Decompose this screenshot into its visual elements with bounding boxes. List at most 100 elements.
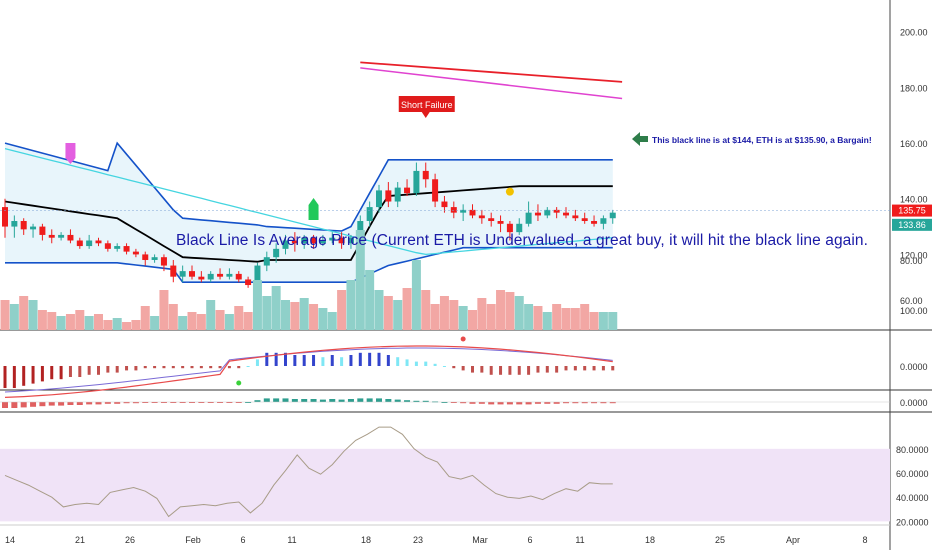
osc-bar xyxy=(2,402,8,408)
volume-bar xyxy=(196,314,206,330)
candle-body xyxy=(123,246,130,252)
osc-bar xyxy=(179,402,186,403)
red-trend-line xyxy=(360,61,623,83)
sell-signal-marker xyxy=(65,143,76,164)
macd-hist-bar xyxy=(302,355,306,366)
volume-bar xyxy=(608,312,618,330)
macd-hist-bar xyxy=(237,366,241,369)
osc-bar xyxy=(544,402,551,404)
time-tick-label: Apr xyxy=(786,535,800,545)
volume-bar xyxy=(168,304,178,330)
candle-body xyxy=(319,240,326,244)
macd-hist-bar xyxy=(255,359,259,366)
macd-hist-bar xyxy=(527,366,531,375)
osc-bar xyxy=(86,402,93,405)
volume-bar xyxy=(262,296,272,330)
volume-bar xyxy=(309,304,319,330)
volume-bar xyxy=(486,304,496,330)
volume-bar xyxy=(542,312,552,330)
macd-hist-bar xyxy=(564,366,568,371)
candle-body xyxy=(460,209,467,213)
candle-body xyxy=(30,226,37,230)
candle-body xyxy=(376,190,382,208)
osc-bar xyxy=(254,400,261,402)
candle-body xyxy=(338,237,345,244)
volume-bar xyxy=(56,316,66,330)
cyan-ma-line xyxy=(4,147,613,256)
candle-body xyxy=(235,273,242,280)
candle-body xyxy=(385,190,392,202)
macd-hist-bar xyxy=(31,366,35,384)
macd-hist-bar xyxy=(358,352,362,366)
macd-hist-bar xyxy=(125,366,129,371)
candle-body xyxy=(441,201,448,208)
osc-bar xyxy=(563,402,569,404)
macd-hist-bar xyxy=(293,355,297,366)
time-tick-label: 8 xyxy=(862,535,867,545)
macd-hist-bar xyxy=(471,366,474,373)
candle-body xyxy=(497,221,504,224)
candle-body xyxy=(563,212,569,216)
time-tick-label: 23 xyxy=(413,535,423,545)
volume-bar xyxy=(533,306,543,330)
candle-body xyxy=(76,240,83,247)
volume-bar xyxy=(402,288,412,330)
macd-hist-bar xyxy=(97,366,100,375)
osc-bar xyxy=(132,402,139,404)
macd-layer xyxy=(3,336,615,398)
osc-bar xyxy=(422,400,429,402)
candle-body xyxy=(217,273,224,277)
osc-bar xyxy=(506,402,513,405)
volume-bar xyxy=(252,280,262,330)
volume-bar xyxy=(393,300,403,330)
osc-bar xyxy=(525,402,532,405)
upper-band-line xyxy=(4,141,613,232)
macd-hist-bar xyxy=(59,366,63,380)
osc-bar xyxy=(67,402,74,405)
candle-body xyxy=(394,187,401,202)
osc-bar xyxy=(273,398,280,402)
candle-body xyxy=(506,223,513,233)
macd-hist-bar xyxy=(143,366,147,369)
candle-body xyxy=(347,237,354,244)
candle-body xyxy=(422,170,429,180)
volume-bar xyxy=(75,310,85,330)
macd-hist-bar xyxy=(583,366,587,371)
macd-hist-bar xyxy=(368,352,372,366)
macd-hist-bar xyxy=(50,366,54,380)
macd-hist-bar xyxy=(40,366,44,382)
macd-hist-bar xyxy=(106,366,110,373)
macd-signal-line xyxy=(4,347,613,393)
macd-hist-bar xyxy=(433,363,437,366)
volume-bar xyxy=(150,316,160,330)
volume-bar xyxy=(281,300,290,330)
candle-body xyxy=(469,209,476,216)
macd-hist-bar xyxy=(536,366,540,373)
macd-hist-bar xyxy=(424,361,428,366)
volume-layer xyxy=(0,230,618,330)
osc-bar xyxy=(263,398,270,402)
highlight-dot xyxy=(505,187,514,196)
macd-hist-bar xyxy=(284,352,287,366)
macd-hist-bar xyxy=(227,366,231,369)
macd-hist-bar xyxy=(3,366,7,388)
candle-body xyxy=(404,187,411,194)
macd-cross-dot xyxy=(460,336,466,342)
candle-body xyxy=(2,207,8,227)
osc-bar xyxy=(600,402,607,404)
volume-bar xyxy=(0,300,10,330)
candle-body xyxy=(39,226,46,235)
macd-hist-bar xyxy=(162,366,166,369)
volume-bar xyxy=(234,306,244,330)
time-tick-label: 25 xyxy=(715,535,725,545)
candle-body xyxy=(20,221,27,230)
volume-bar xyxy=(327,312,337,330)
macd-hist-bar xyxy=(499,366,503,375)
candle-body xyxy=(525,212,532,224)
volume-bar xyxy=(47,312,57,330)
volume-bar xyxy=(65,314,75,330)
osc-bar xyxy=(114,402,121,404)
candle-body xyxy=(488,218,495,222)
candle-body xyxy=(198,276,205,280)
candle-body xyxy=(142,254,149,260)
